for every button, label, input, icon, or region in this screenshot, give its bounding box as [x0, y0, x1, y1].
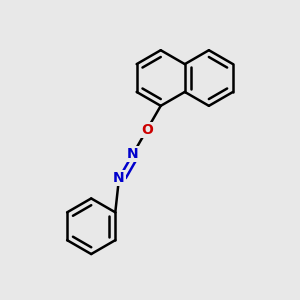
Text: O: O — [141, 123, 153, 137]
Text: N: N — [127, 147, 139, 161]
Text: N: N — [113, 171, 125, 185]
